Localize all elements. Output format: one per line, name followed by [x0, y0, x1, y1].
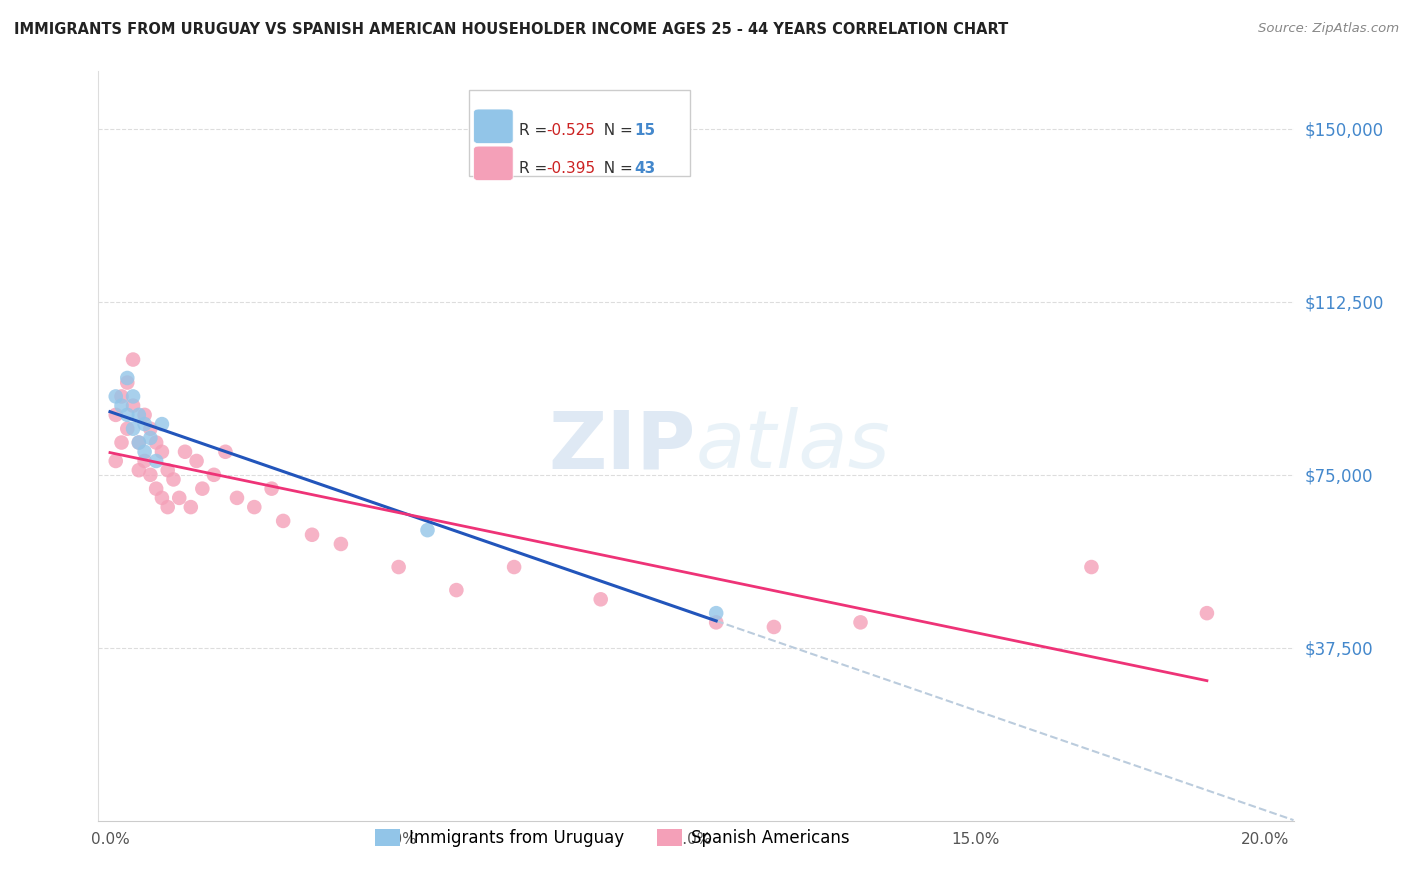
Point	[134, 417, 156, 431]
Point	[110, 435, 132, 450]
Point	[704, 606, 727, 620]
Point	[849, 615, 872, 630]
Point	[1080, 560, 1102, 574]
Text: 15: 15	[634, 123, 655, 138]
Point	[104, 389, 127, 403]
Point	[174, 444, 197, 458]
Point	[260, 482, 283, 496]
Point	[214, 444, 236, 458]
FancyBboxPatch shape	[474, 146, 513, 180]
Point	[762, 620, 785, 634]
Point	[110, 399, 132, 413]
Point	[503, 560, 526, 574]
Point	[134, 454, 156, 468]
Point	[122, 389, 145, 403]
Point	[117, 376, 139, 390]
Point	[156, 500, 179, 514]
Point	[226, 491, 249, 505]
Point	[150, 417, 173, 431]
Point	[122, 422, 145, 436]
Point	[122, 399, 145, 413]
Text: -0.525: -0.525	[547, 123, 596, 138]
Point	[145, 482, 167, 496]
Point	[446, 583, 468, 598]
Point	[117, 371, 139, 385]
Point	[704, 615, 727, 630]
Point	[301, 528, 323, 542]
Point	[110, 389, 132, 403]
Point	[416, 523, 439, 537]
FancyBboxPatch shape	[474, 109, 513, 144]
Point	[122, 352, 145, 367]
Point	[186, 454, 208, 468]
Point	[271, 514, 294, 528]
Point	[145, 454, 167, 468]
Text: -0.395: -0.395	[547, 161, 596, 176]
Point	[134, 444, 156, 458]
Point	[128, 408, 150, 422]
Point	[139, 422, 162, 436]
Text: ZIP: ZIP	[548, 407, 696, 485]
Legend: Immigrants from Uruguay, Spanish Americans: Immigrants from Uruguay, Spanish America…	[368, 822, 856, 854]
Text: atlas: atlas	[696, 407, 891, 485]
Text: R =: R =	[519, 161, 553, 176]
Text: N =: N =	[595, 123, 638, 138]
Point	[104, 408, 127, 422]
Text: Source: ZipAtlas.com: Source: ZipAtlas.com	[1258, 22, 1399, 36]
Point	[243, 500, 266, 514]
Point	[139, 431, 162, 445]
Point	[117, 422, 139, 436]
Point	[202, 467, 225, 482]
Point	[388, 560, 411, 574]
Point	[128, 435, 150, 450]
Point	[150, 444, 173, 458]
Point	[128, 435, 150, 450]
Point	[150, 491, 173, 505]
Text: R =: R =	[519, 123, 553, 138]
Point	[191, 482, 214, 496]
Point	[1195, 606, 1218, 620]
Text: 43: 43	[634, 161, 655, 176]
Point	[145, 435, 167, 450]
Point	[139, 467, 162, 482]
Point	[180, 500, 202, 514]
Text: IMMIGRANTS FROM URUGUAY VS SPANISH AMERICAN HOUSEHOLDER INCOME AGES 25 - 44 YEAR: IMMIGRANTS FROM URUGUAY VS SPANISH AMERI…	[14, 22, 1008, 37]
Point	[589, 592, 612, 607]
Text: N =: N =	[595, 161, 638, 176]
Point	[162, 472, 184, 486]
Point	[104, 454, 127, 468]
Point	[134, 408, 156, 422]
Point	[167, 491, 190, 505]
Point	[156, 463, 179, 477]
Point	[117, 408, 139, 422]
Point	[329, 537, 352, 551]
FancyBboxPatch shape	[470, 90, 690, 177]
Point	[128, 463, 150, 477]
